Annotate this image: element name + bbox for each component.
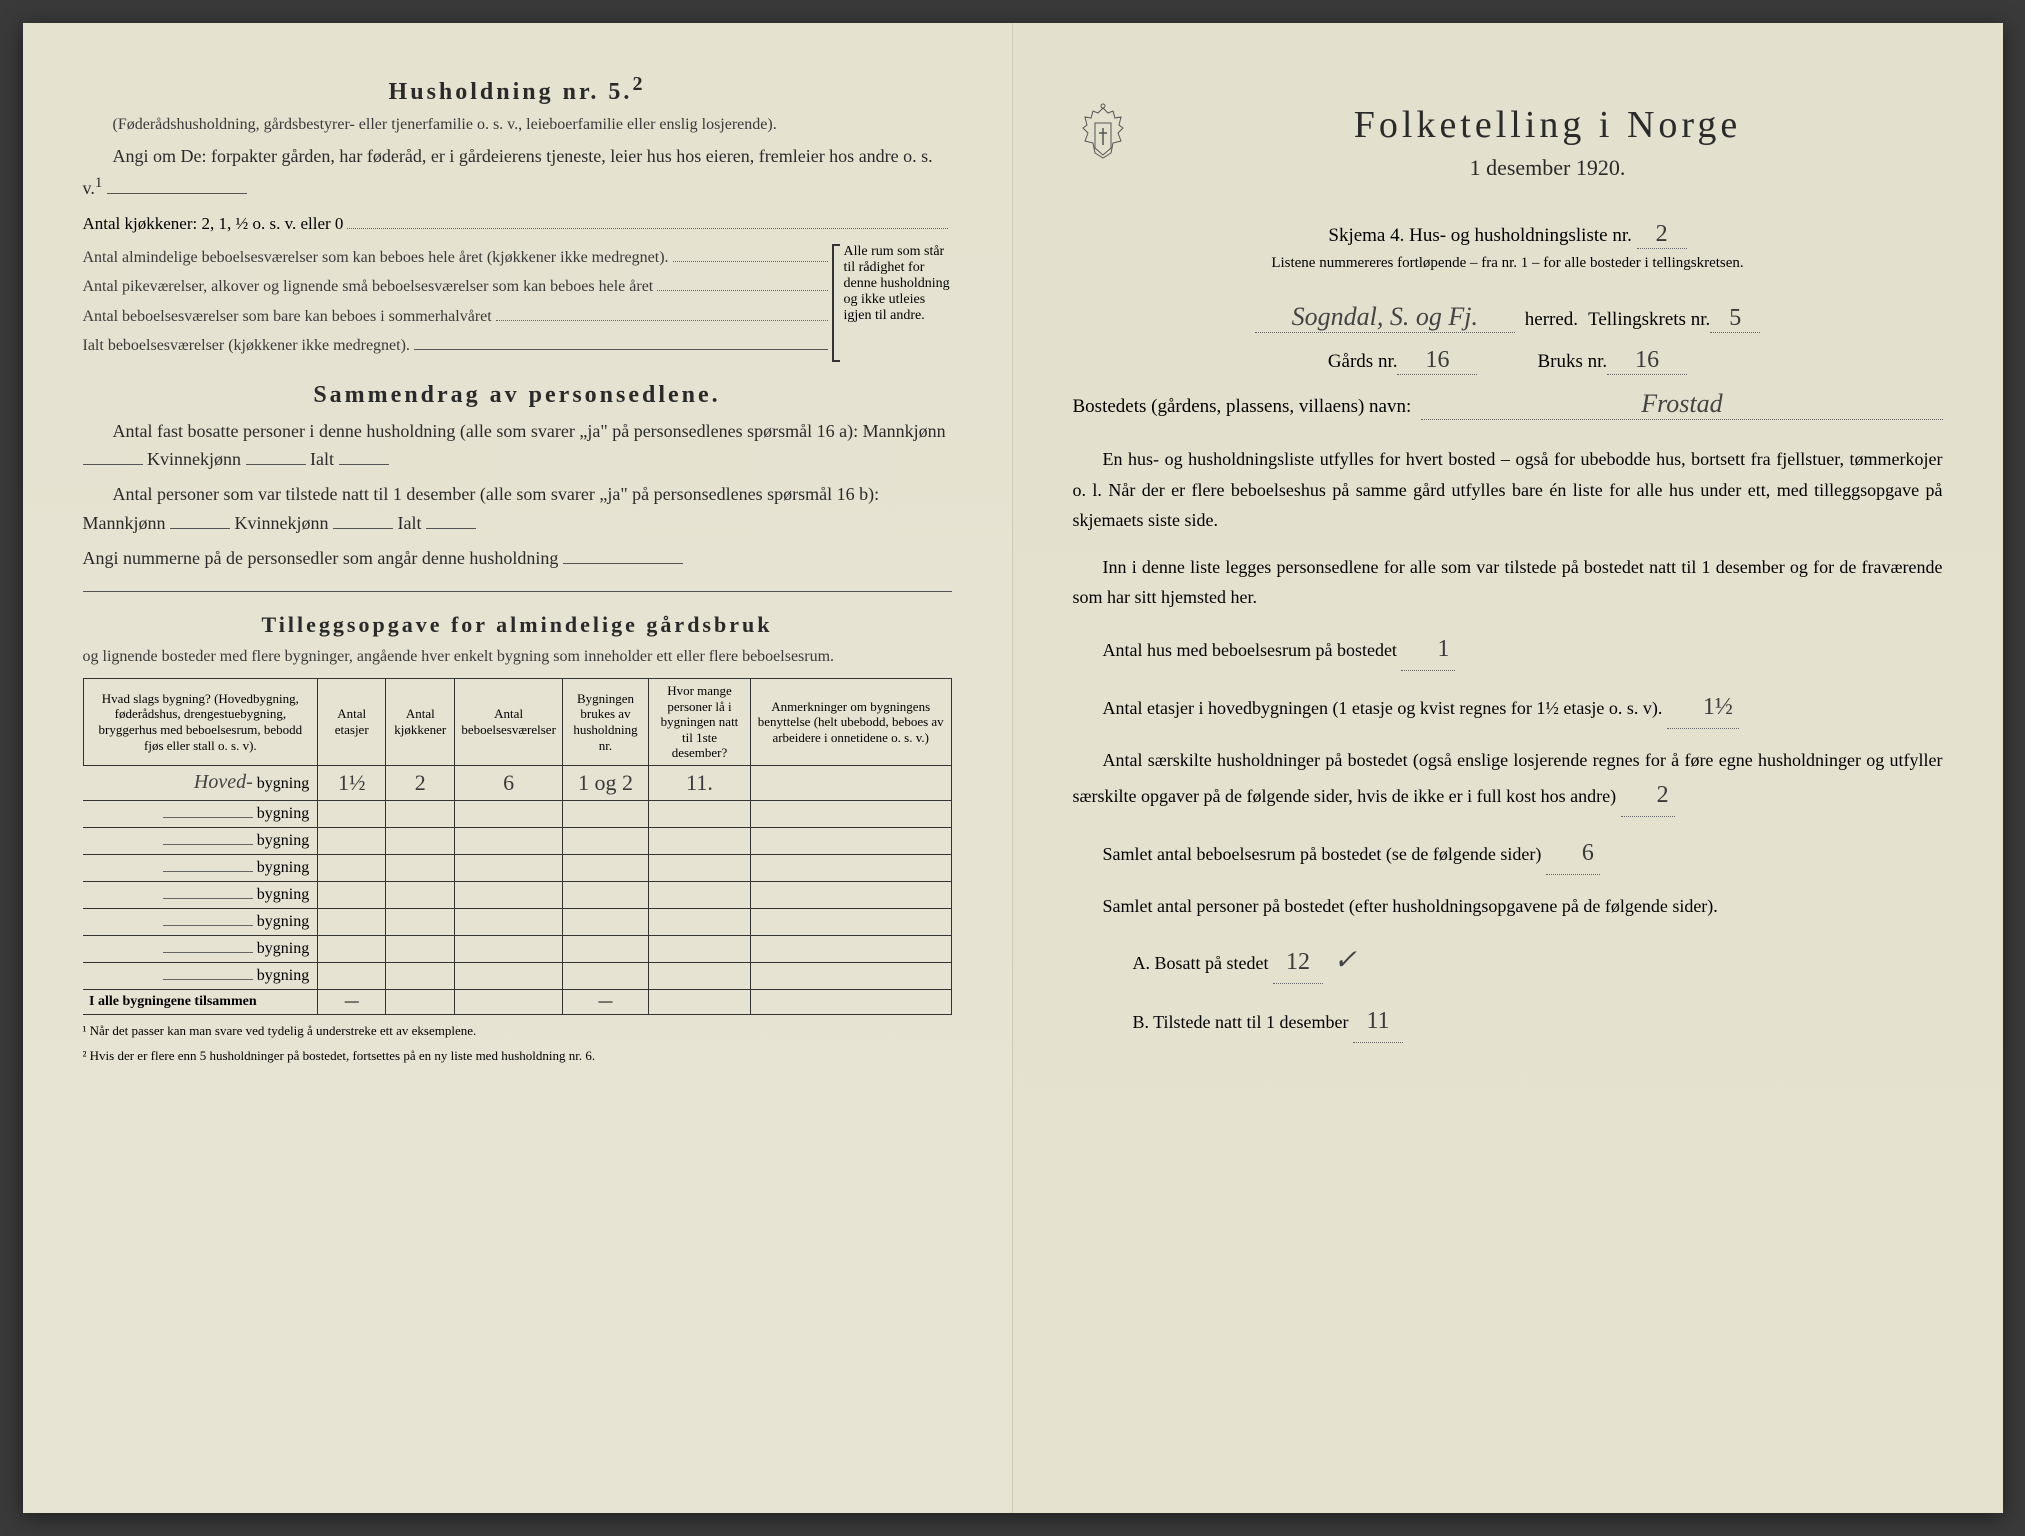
table-row: Hoved- bygning 1½ 2 6 1 og 2 11. [83, 765, 951, 800]
table-row: bygning [83, 962, 951, 989]
bracket-note: Alle rum som står til rådighet for denne… [832, 244, 952, 362]
sammendrag-title: Sammendrag av personsedlene. [83, 382, 952, 409]
census-document: Husholdning nr. 5.2 (Føderådshusholdning… [23, 23, 2003, 1513]
sammendrag-line2: Antal personer som var tilstede natt til… [83, 480, 952, 538]
etasjer-row: Antal etasjer i hovedbygningen (1 etasje… [1073, 687, 1943, 729]
para-2: Inn i denne liste legges personsedlene f… [1073, 552, 1943, 613]
left-page: Husholdning nr. 5.2 (Føderådshusholdning… [23, 23, 1013, 1513]
th-anmerkninger: Anmerkninger om bygningens benyttelse (h… [750, 678, 951, 765]
th-husholdning: Bygningen brukes av husholdning nr. [562, 678, 648, 765]
right-page: Folketelling i Norge 1 desember 1920. Sk… [1013, 23, 2003, 1513]
footnote-2: ² Hvis der er flere enn 5 husholdninger … [83, 1048, 952, 1065]
row-ialt: Ialt beboelsesværelser (kjøkkener ikke m… [83, 335, 410, 357]
crest-icon [1073, 103, 1133, 173]
table-row: bygning [83, 854, 951, 881]
table-row: bygning [83, 881, 951, 908]
gards-row: Gårds nr. 16 Bruks nr. 16 [1073, 347, 1943, 375]
antal-hus-row: Antal hus med beboelsesrum på bostedet 1 [1073, 629, 1943, 671]
table-row: bygning [83, 908, 951, 935]
samlet-personer-label: Samlet antal personer på bostedet (efter… [1073, 891, 1943, 922]
bosatt-row: A. Bosatt på stedet 12 ✓ [1133, 937, 1943, 985]
para-1: En hus- og husholdningsliste utfylles fo… [1073, 444, 1943, 536]
tillegg-sub: og lignende bosteder med flere bygninger… [83, 646, 952, 668]
th-etasjer: Antal etasjer [318, 678, 386, 765]
row-pike: Antal pikeværelser, alkover og lignende … [83, 276, 654, 298]
husholdninger-row: Antal særskilte husholdninger på bostede… [1073, 745, 1943, 817]
herred-row: Sogndal, S. og Fj. herred. Tellingskrets… [1073, 302, 1943, 333]
right-header: Folketelling i Norge 1 desember 1920. [1073, 103, 1943, 201]
angi-nummerne: Angi nummerne på de personsedler som ang… [83, 544, 952, 573]
table-row: bygning [83, 800, 951, 827]
form-line: Skjema 4. Hus- og husholdningsliste nr. … [1073, 221, 1943, 249]
main-title: Folketelling i Norge [1153, 103, 1943, 147]
table-row: bygning [83, 827, 951, 854]
th-personer: Hvor mange personer lå i bygningen natt … [649, 678, 751, 765]
bracket-section: Antal almindelige beboelsesværelser som … [83, 244, 952, 362]
footnote-1: ¹ Når det passer kan man svare ved tydel… [83, 1023, 952, 1040]
samlet-rum-row: Samlet antal beboelsesrum på bostedet (s… [1073, 833, 1943, 875]
angi-intro: Angi om De: forpakter gården, har føderå… [83, 142, 952, 203]
bosted-row: Bostedets (gårdens, plassens, villaens) … [1073, 389, 1943, 420]
husholdning-note: (Føderådshusholdning, gårdsbestyrer- ell… [83, 114, 952, 136]
row-almindelige: Antal almindelige beboelsesværelser som … [83, 247, 669, 269]
table-header-row: Hvad slags bygning? (Hovedbygning, føder… [83, 678, 951, 765]
checkmark-icon: ✓ [1333, 945, 1356, 976]
kjokkener-row: Antal kjøkkener: 2, 1, ½ o. s. v. eller … [83, 211, 952, 234]
table-total-row: I alle bygningene tilsammen —— [83, 989, 951, 1014]
th-bygning: Hvad slags bygning? (Hovedbygning, føder… [83, 678, 318, 765]
sub-title: 1 desember 1920. [1153, 155, 1943, 181]
th-vaerelser: Antal beboelsesværelser [455, 678, 563, 765]
tilstede-row: B. Tilstede natt til 1 desember 11 [1133, 1001, 1943, 1043]
tillegg-title: Tilleggsopgave for almindelige gårdsbruk [83, 612, 952, 638]
form-subline: Listene nummereres fortløpende – fra nr.… [1073, 255, 1943, 272]
th-kjokkener: Antal kjøkkener [386, 678, 455, 765]
building-table: Hvad slags bygning? (Hovedbygning, føder… [83, 678, 952, 1015]
table-row: bygning [83, 935, 951, 962]
husholdning-title: Husholdning nr. 5.2 [83, 73, 952, 106]
sammendrag-line1: Antal fast bosatte personer i denne hush… [83, 417, 952, 475]
row-sommer: Antal beboelsesværelser som bare kan beb… [83, 306, 492, 328]
